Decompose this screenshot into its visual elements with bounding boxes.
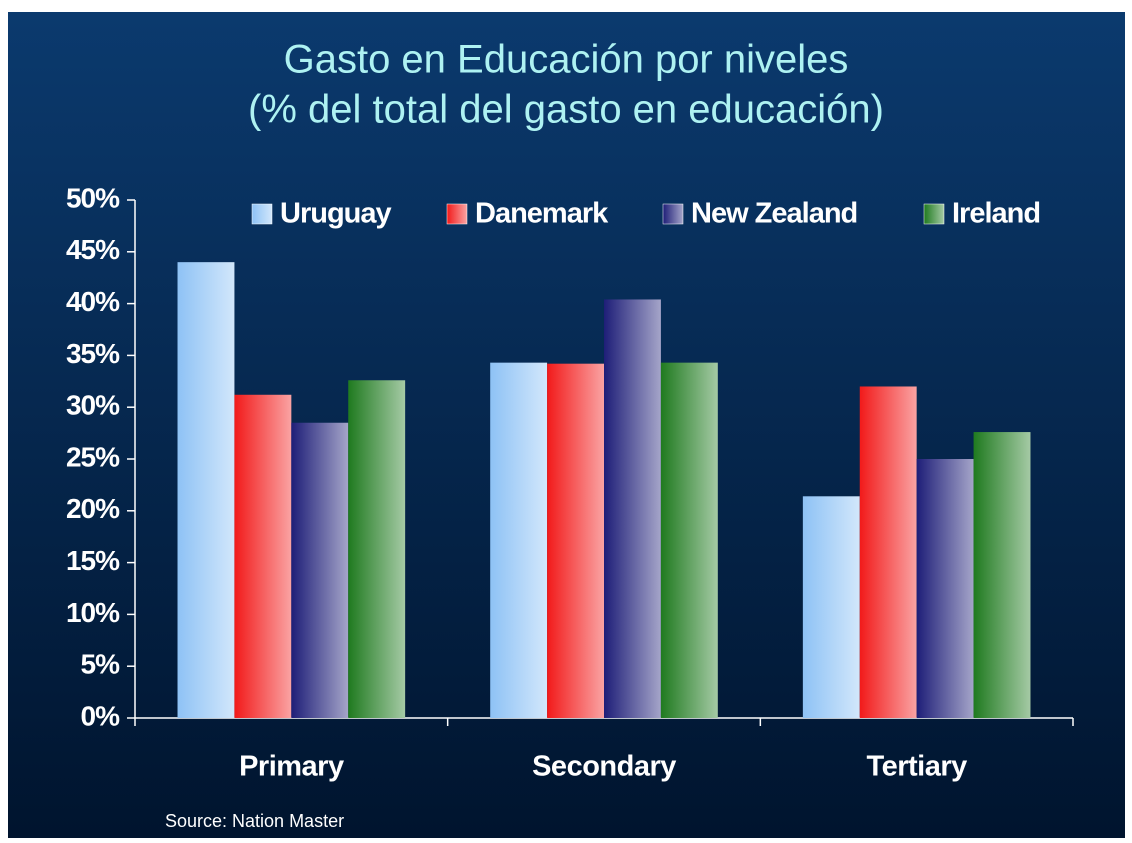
y-tick-label: 5% [81, 649, 121, 680]
y-tick-label: 35% [66, 338, 120, 369]
legend-label: Danemark [475, 198, 609, 230]
bar [604, 299, 661, 718]
y-tick-label: 40% [66, 286, 120, 317]
y-tick-label: 15% [66, 545, 120, 576]
x-tick-label: Tertiary [867, 751, 968, 783]
y-tick-label: 20% [66, 493, 120, 524]
y-tick-label: 10% [66, 597, 120, 628]
y-tick-label: 45% [66, 234, 120, 265]
y-tick-label: 50% [66, 182, 120, 213]
bar [490, 362, 548, 718]
legend-swatch [923, 203, 945, 225]
legend-label: Uruguay [280, 198, 392, 230]
legend-swatch [446, 203, 468, 225]
bar [177, 262, 235, 718]
legend-swatch [662, 203, 684, 225]
y-tick-label: 0% [81, 700, 121, 731]
y-tick-label: 25% [66, 441, 120, 472]
bar [234, 394, 292, 718]
legend-label: Ireland [952, 198, 1040, 230]
x-tick-label: Primary [239, 751, 344, 783]
bar [348, 380, 406, 718]
legend-swatch [251, 203, 273, 225]
bar [802, 496, 860, 718]
bar [660, 362, 718, 718]
bar [547, 363, 604, 718]
bar [859, 386, 917, 718]
bar [973, 432, 1031, 718]
x-tick-label: Secondary [532, 751, 676, 783]
source: Source: Nation Master [165, 811, 344, 831]
chart-title: Gasto en Educación por niveles [284, 38, 849, 82]
chart-title: (% del total del gasto en educación) [248, 88, 884, 132]
y-tick-label: 30% [66, 390, 120, 421]
bar [291, 422, 349, 718]
legend-label: New Zealand [691, 198, 857, 230]
bar [916, 459, 974, 718]
